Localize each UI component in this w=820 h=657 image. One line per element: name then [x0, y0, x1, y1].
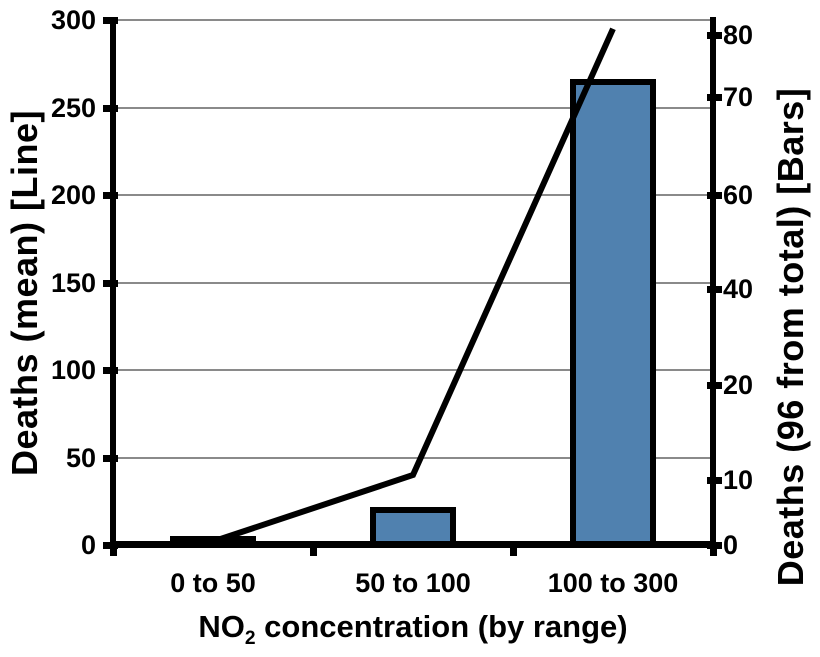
x-axis-tick-mark — [110, 544, 117, 556]
right-axis-line — [710, 17, 716, 548]
left-axis-tick-label: 200 — [50, 180, 96, 210]
x-axis-tick-mark — [710, 544, 717, 556]
left-axis-tick-mark — [103, 367, 118, 374]
right-axis-tick-label: 20 — [723, 369, 754, 400]
bar-2 — [570, 78, 656, 545]
gridline — [113, 281, 713, 284]
right-axis-tick-mark — [707, 285, 722, 293]
gridline — [113, 106, 713, 109]
x-axis-category-label: 50 to 100 — [355, 568, 471, 598]
right-axis-tick-label: 70 — [723, 82, 754, 113]
x-axis-title-prefix: NO — [198, 609, 245, 644]
left-axis-tick-mark — [103, 454, 118, 462]
right-axis-tick-mark — [707, 32, 722, 40]
gridline — [113, 456, 713, 459]
x-axis-tick-mark — [510, 544, 517, 556]
right-axis-tick-label: 40 — [723, 273, 754, 304]
plot-area — [113, 19, 713, 545]
left-axis-tick-label: 300 — [50, 5, 96, 35]
x-axis-line — [110, 541, 716, 548]
left-axis-title: Deaths (mean) [Line] — [4, 109, 45, 477]
left-axis-tick-mark — [103, 279, 118, 287]
gridline — [113, 194, 713, 196]
right-axis-title: Deaths (96 from total) [Bars] — [770, 87, 811, 587]
gridline — [113, 369, 713, 371]
right-axis-tick-label: 80 — [723, 20, 754, 51]
left-axis-tick-mark — [103, 192, 118, 199]
x-axis-tick-mark — [310, 544, 317, 556]
bar-1 — [370, 506, 456, 545]
left-axis-tick-label: 150 — [50, 267, 96, 298]
right-axis-tick-mark — [707, 476, 722, 484]
x-axis-title-suffix: concentration (by range) — [255, 609, 628, 644]
right-axis-tick-mark — [707, 94, 722, 102]
line-series-layer — [212, 27, 616, 545]
right-axis-tick-label: 10 — [723, 464, 754, 495]
left-axis-tick-mark — [103, 104, 118, 112]
gridline — [113, 19, 713, 21]
right-axis-tick-mark — [707, 191, 722, 199]
left-axis-tick-label: 100 — [50, 355, 96, 385]
right-axis-tick-label: 60 — [723, 179, 754, 210]
left-axis-tick-mark — [103, 17, 118, 24]
right-axis-tick-label: 0 — [723, 530, 739, 560]
x-axis-title: NO2 concentration (by range) — [113, 608, 713, 657]
right-axis-tick-mark — [707, 381, 722, 389]
left-axis-tick-label: 250 — [50, 92, 96, 123]
x-axis-category-label: 100 to 300 — [547, 568, 679, 598]
x-axis-title-subscript: 2 — [244, 628, 256, 650]
left-axis-tick-label: 0 — [80, 530, 96, 560]
left-axis-tick-label: 50 — [65, 442, 96, 473]
x-axis-category-label: 0 to 50 — [170, 568, 256, 598]
deaths-mean-line — [212, 27, 616, 545]
